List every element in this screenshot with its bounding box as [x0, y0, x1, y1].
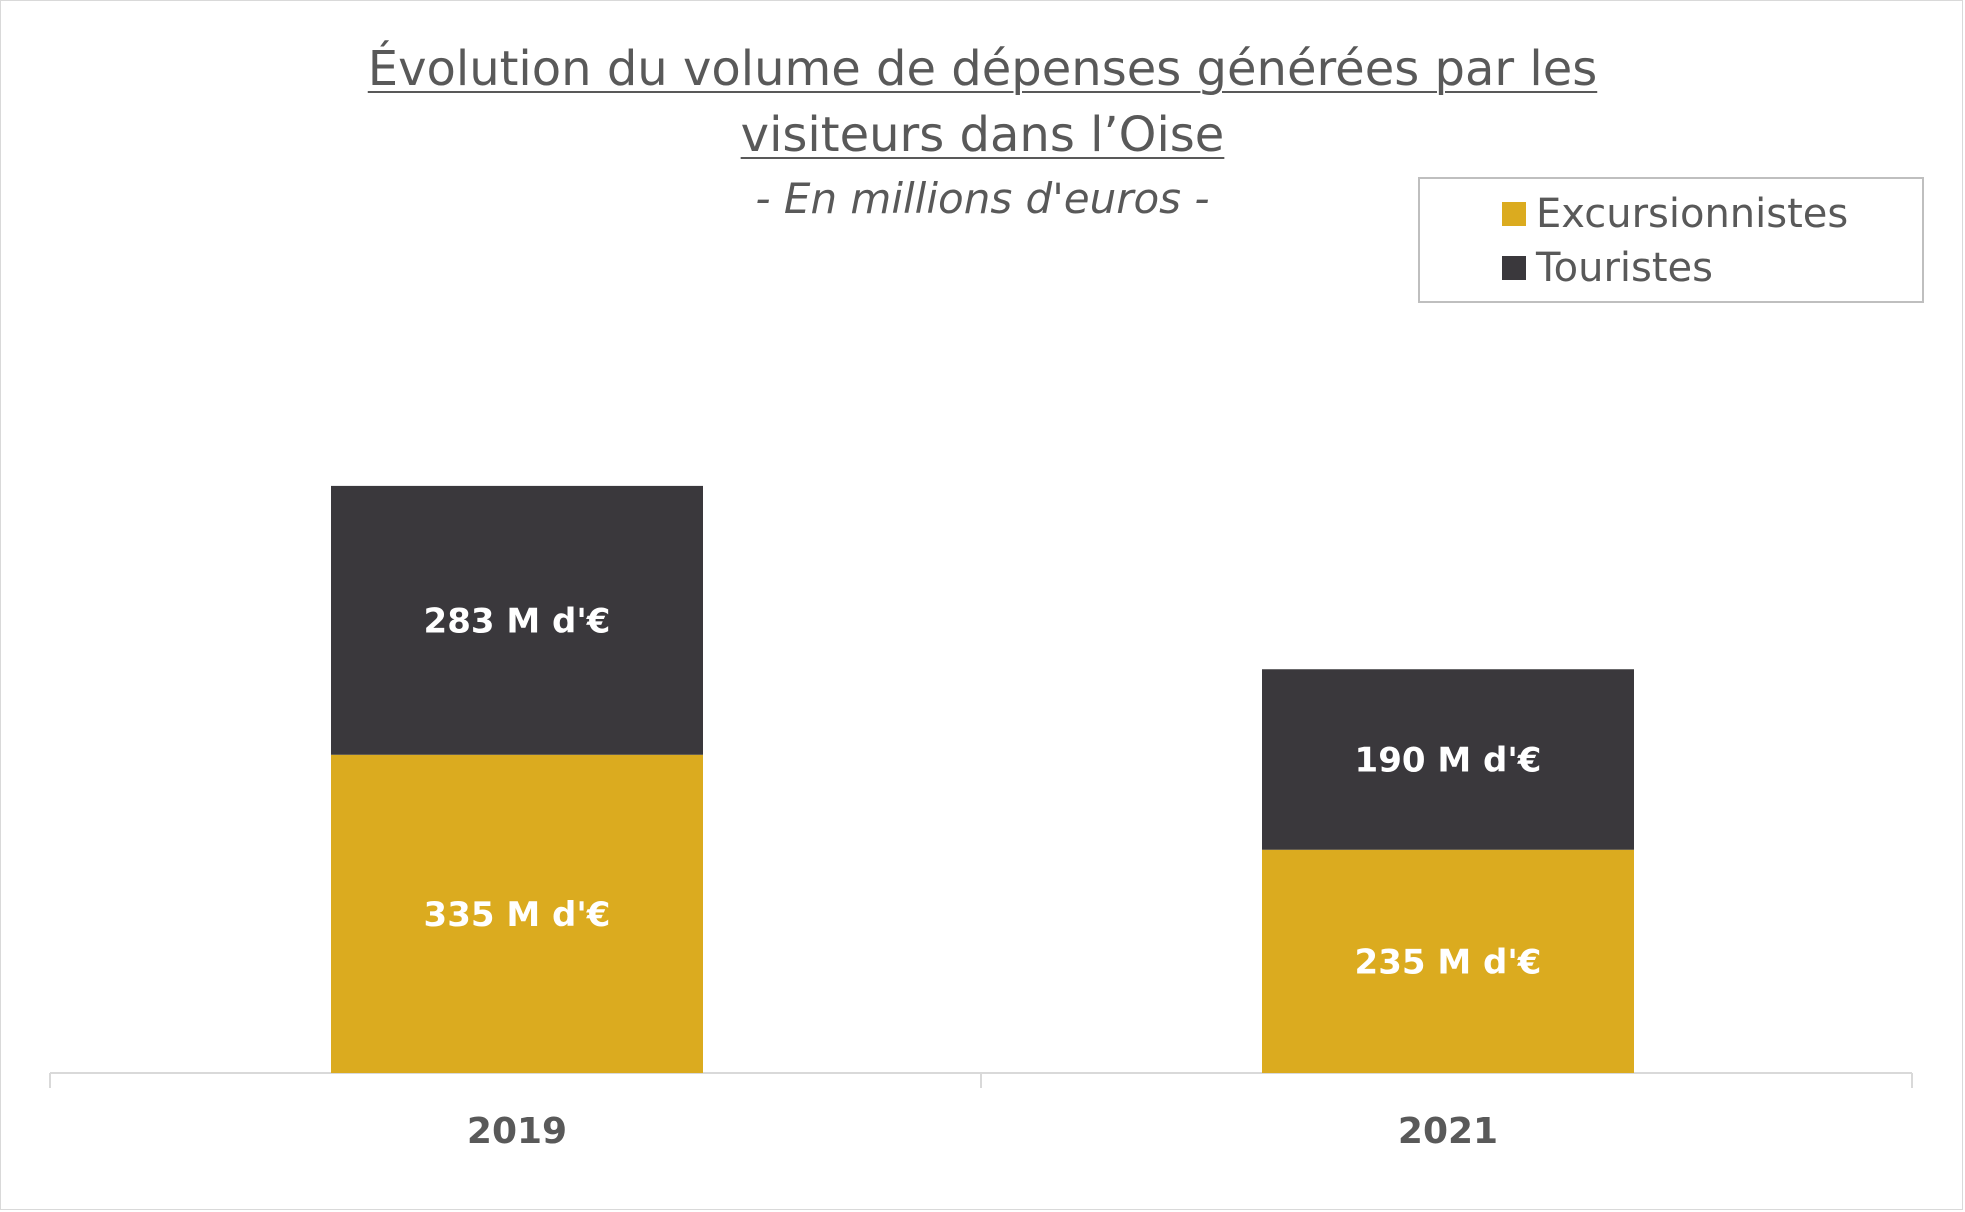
data-label-excursionnistes-2019: 335 M d'€ — [424, 895, 611, 935]
bar-touristes-2021 — [1262, 669, 1634, 850]
legend-swatch-excursionnistes — [1502, 202, 1526, 226]
legend-label-excursionnistes: Excursionnistes — [1536, 191, 1849, 237]
bar-excursionnistes-2019 — [331, 754, 703, 1073]
bar-touristes-2019 — [331, 485, 703, 755]
legend-swatch-touristes — [1502, 256, 1526, 280]
x-tick-label-2021: 2021 — [1398, 1111, 1498, 1152]
x-tick-label-2019: 2019 — [467, 1111, 567, 1152]
legend-label-touristes: Touristes — [1536, 245, 1713, 291]
chart-title-line1: Évolution du volume de dépenses générées… — [367, 41, 1598, 97]
data-label-excursionnistes-2021: 235 M d'€ — [1355, 942, 1542, 982]
bar-excursionnistes-2021 — [1262, 849, 1634, 1073]
chart-subtitle: - En millions d'euros - — [755, 174, 1210, 223]
chart-legend: Excursionnistes Touristes — [1418, 177, 1924, 303]
data-label-touristes-2019: 283 M d'€ — [424, 601, 611, 641]
chart-title: Évolution du volume de dépenses générées… — [0, 36, 1965, 168]
data-label-touristes-2021: 190 M d'€ — [1355, 741, 1542, 781]
legend-item-excursionnistes: Excursionnistes — [1502, 189, 1848, 239]
legend-item-touristes: Touristes — [1502, 243, 1713, 293]
chart-title-line2: visiteurs dans l’Oise — [740, 107, 1225, 163]
